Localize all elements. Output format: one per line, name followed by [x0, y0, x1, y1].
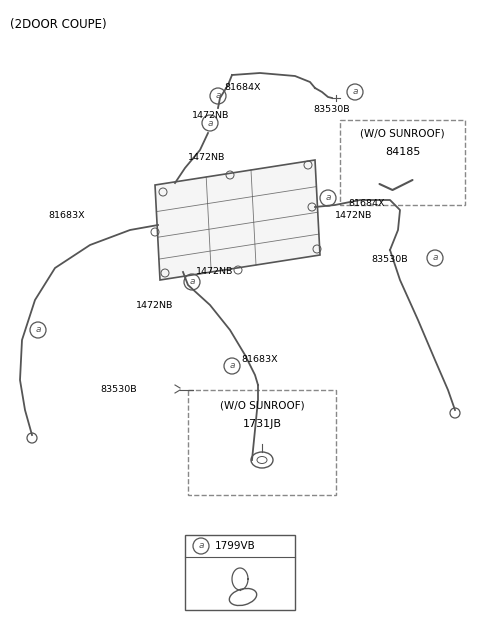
Text: (2DOOR COUPE): (2DOOR COUPE) [10, 18, 107, 31]
Text: 83530B: 83530B [313, 106, 349, 115]
FancyBboxPatch shape [340, 120, 465, 205]
FancyBboxPatch shape [185, 535, 295, 610]
Text: 1472NB: 1472NB [188, 153, 226, 163]
Text: (W/O SUNROOF): (W/O SUNROOF) [360, 129, 445, 139]
Text: a: a [432, 253, 438, 263]
Text: a: a [207, 118, 213, 127]
Polygon shape [155, 160, 320, 280]
Text: 81684X: 81684X [348, 199, 384, 208]
Text: 83530B: 83530B [372, 256, 408, 265]
Text: 1799VB: 1799VB [215, 541, 256, 551]
Text: (W/O SUNROOF): (W/O SUNROOF) [220, 400, 304, 410]
Text: 81684X: 81684X [224, 84, 261, 92]
Text: 84185: 84185 [385, 147, 420, 157]
Text: a: a [229, 361, 235, 370]
Text: 1472NB: 1472NB [192, 111, 229, 120]
Text: 83530B: 83530B [100, 385, 137, 394]
Text: 1472NB: 1472NB [335, 211, 372, 220]
Text: 1472NB: 1472NB [136, 301, 173, 310]
Text: a: a [215, 92, 221, 101]
Text: a: a [325, 194, 331, 203]
Text: a: a [35, 325, 41, 334]
Text: 1731JB: 1731JB [242, 419, 281, 429]
Text: a: a [352, 87, 358, 96]
Text: a: a [189, 277, 195, 287]
Text: 81683X: 81683X [48, 211, 84, 220]
Text: 81683X: 81683X [241, 356, 277, 365]
Text: 1472NB: 1472NB [196, 268, 233, 277]
Text: a: a [198, 541, 204, 551]
FancyBboxPatch shape [188, 390, 336, 495]
